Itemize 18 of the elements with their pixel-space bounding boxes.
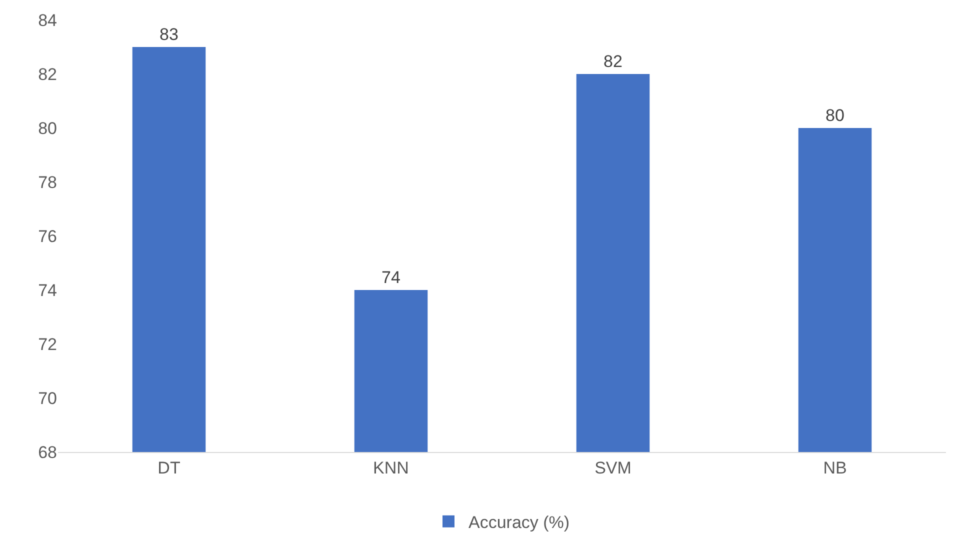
y-tick-label: 72: [38, 334, 57, 354]
x-tick-label: SVM: [594, 458, 632, 478]
y-tick-label: 78: [38, 172, 57, 192]
data-label: 83: [160, 25, 178, 44]
legend-label: Accuracy (%): [468, 513, 570, 532]
y-tick-label: 82: [38, 64, 57, 84]
data-label: 82: [604, 52, 622, 71]
data-label: 74: [382, 268, 400, 287]
x-tick-label: NB: [823, 458, 847, 478]
y-tick-label: 80: [38, 118, 57, 138]
y-tick-label: 74: [38, 280, 57, 300]
x-tick-label: DT: [158, 458, 180, 478]
y-tick-label: 68: [38, 442, 57, 462]
x-tick-label: KNN: [373, 458, 409, 478]
y-tick-label: 84: [38, 10, 57, 30]
data-label: 80: [826, 106, 844, 125]
y-tick-label: 70: [38, 388, 57, 408]
y-tick-label: 76: [38, 226, 57, 246]
